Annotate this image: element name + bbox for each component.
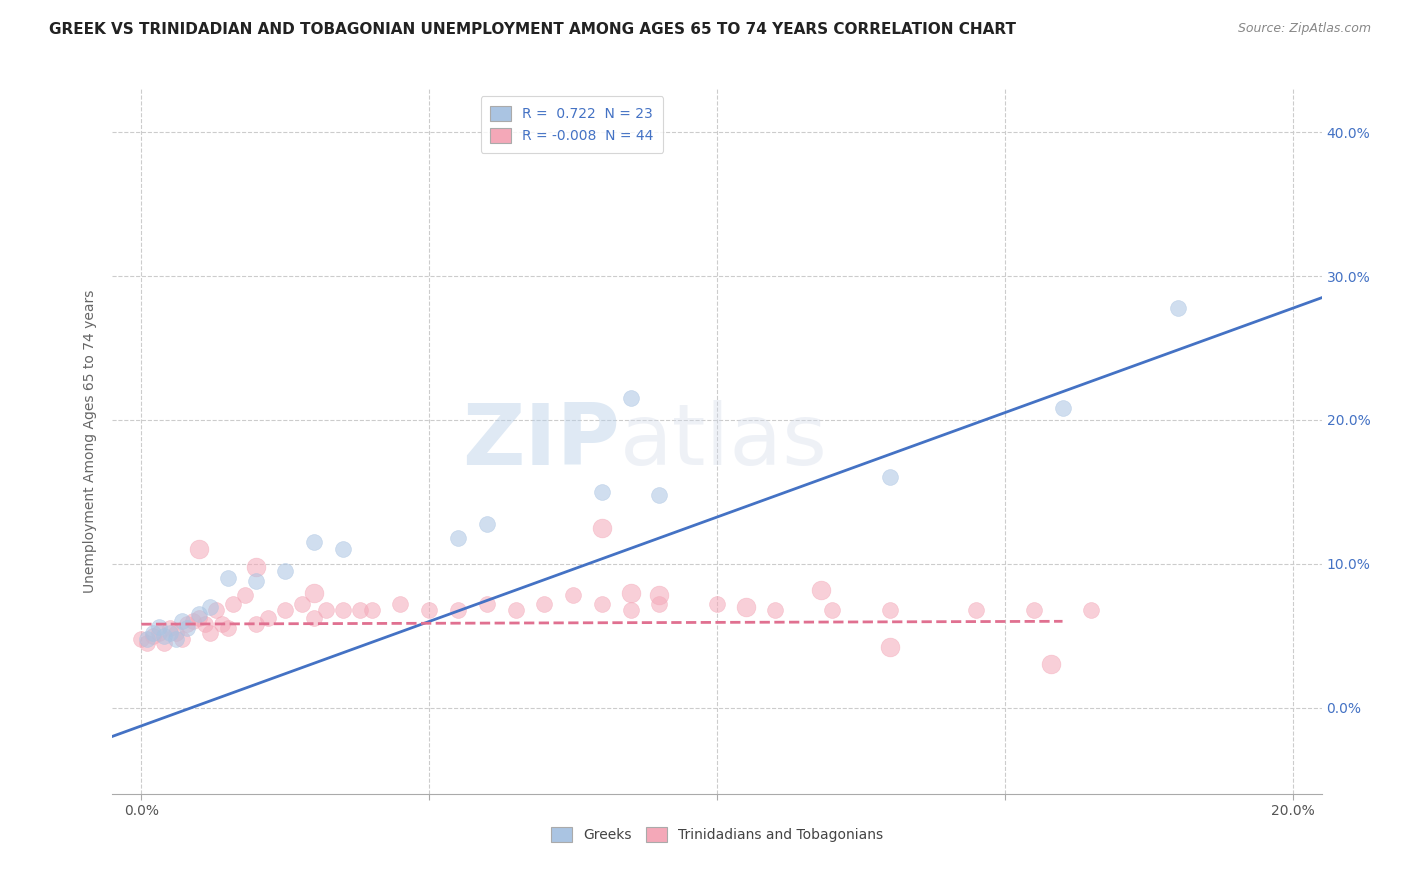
Point (148, 625, 170, 640)
Point (217, 622, 239, 636)
Point (142, 629, 165, 643)
Point (176, 622, 198, 636)
Point (821, 603, 844, 617)
Point (1052, 401, 1074, 416)
Point (620, 603, 643, 617)
Point (148, 620, 170, 634)
Text: GREEK VS TRINIDADIAN AND TOBAGONIAN UNEMPLOYMENT AMONG AGES 65 TO 74 YEARS CORRE: GREEK VS TRINIDADIAN AND TOBAGONIAN UNEM… (49, 22, 1017, 37)
Point (187, 542, 209, 557)
Point (562, 589, 585, 603)
Point (187, 611, 209, 625)
Point (233, 589, 256, 603)
Point (187, 607, 209, 621)
Point (591, 521, 613, 535)
Point (315, 603, 337, 617)
Y-axis label: Unemployment Among Ages 65 to 74 years: Unemployment Among Ages 65 to 74 years (83, 290, 97, 593)
Point (332, 542, 354, 557)
Text: atlas: atlas (620, 400, 828, 483)
Point (389, 597, 412, 611)
Point (648, 597, 671, 611)
Point (181, 615, 204, 629)
Point (245, 559, 267, 574)
Point (620, 585, 643, 599)
Point (302, 535, 325, 549)
Point (879, 640, 901, 655)
Point (222, 597, 245, 611)
Point (159, 625, 181, 640)
Point (1080, 603, 1102, 617)
Point (706, 597, 728, 611)
Point (129, 632, 152, 646)
Point (245, 617, 267, 632)
Point (165, 632, 187, 646)
Point (349, 603, 371, 617)
Point (879, 470, 901, 484)
Point (505, 603, 527, 617)
Point (1040, 657, 1063, 672)
Point (302, 611, 325, 625)
Point (533, 597, 555, 611)
Point (211, 617, 233, 632)
Point (200, 599, 222, 614)
Point (475, 597, 498, 611)
Point (648, 488, 671, 502)
Text: Source: ZipAtlas.com: Source: ZipAtlas.com (1237, 22, 1371, 36)
Point (1022, 603, 1045, 617)
Point (205, 603, 228, 617)
Point (136, 636, 159, 650)
Point (217, 571, 239, 585)
Legend: Greeks, Trinidadians and Tobagonians: Greeks, Trinidadians and Tobagonians (543, 819, 891, 850)
Point (274, 564, 297, 578)
Point (332, 603, 354, 617)
Point (879, 603, 901, 617)
Point (142, 625, 165, 640)
Point (159, 622, 181, 636)
Point (648, 589, 671, 603)
Point (591, 484, 613, 499)
Point (136, 632, 159, 646)
Point (170, 632, 193, 646)
Point (591, 597, 613, 611)
Point (245, 574, 267, 588)
Point (257, 611, 280, 625)
Point (734, 599, 756, 614)
Point (360, 603, 382, 617)
Point (153, 629, 176, 643)
Point (170, 615, 193, 629)
Point (302, 585, 325, 599)
Text: ZIP: ZIP (463, 400, 620, 483)
Point (291, 597, 314, 611)
Point (194, 617, 217, 632)
Point (475, 516, 498, 531)
Point (165, 625, 187, 640)
Point (763, 603, 786, 617)
Point (620, 392, 643, 406)
Point (1167, 301, 1189, 315)
Point (176, 617, 198, 632)
Point (200, 625, 222, 640)
Point (447, 603, 470, 617)
Point (810, 582, 832, 597)
Point (418, 603, 440, 617)
Point (447, 531, 470, 545)
Point (153, 636, 176, 650)
Point (965, 603, 987, 617)
Point (274, 603, 297, 617)
